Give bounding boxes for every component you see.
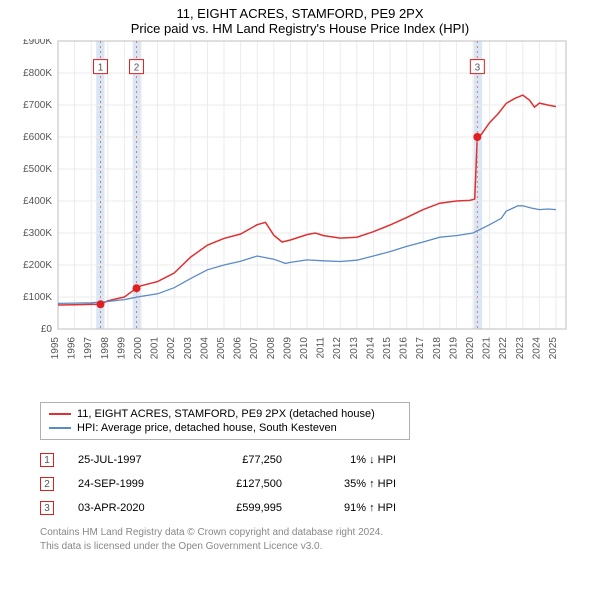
chart-svg: £0 £100K £200K £300K £400K £500K £600K £700K £80…: [10, 39, 570, 391]
svg-text:2019: 2019: [448, 337, 459, 360]
legend-swatch-icon: [49, 413, 71, 415]
tx-date: 25-JUL-1997: [78, 454, 178, 466]
table-row: 2 24-SEP-1999 £127,500 35% ↑ HPI: [40, 472, 590, 496]
tx-price: £599,995: [202, 502, 282, 514]
svg-text:£500K: £500K: [23, 164, 52, 175]
tx-date: 24-SEP-1999: [78, 478, 178, 490]
svg-text:2001: 2001: [150, 337, 161, 360]
table-row: 1 25-JUL-1997 £77,250 1% ↓ HPI: [40, 448, 590, 472]
svg-text:2024: 2024: [531, 337, 542, 360]
svg-text:1999: 1999: [116, 337, 127, 360]
tx-index-box: 3: [40, 501, 54, 515]
svg-text:£300K: £300K: [23, 228, 52, 239]
legend-item: HPI: Average price, detached house, Sout…: [49, 421, 401, 435]
svg-text:2015: 2015: [382, 337, 393, 360]
tx-hpi-delta: 1% ↓ HPI: [306, 454, 396, 466]
svg-text:2012: 2012: [332, 337, 343, 360]
legend-label: 11, EIGHT ACRES, STAMFORD, PE9 2PX (deta…: [77, 408, 375, 420]
svg-text:2: 2: [134, 63, 140, 74]
svg-text:2018: 2018: [432, 337, 443, 360]
svg-text:2003: 2003: [183, 337, 194, 360]
svg-text:£0: £0: [41, 324, 53, 335]
svg-text:3: 3: [475, 63, 481, 74]
legend-item: 11, EIGHT ACRES, STAMFORD, PE9 2PX (deta…: [49, 407, 401, 421]
tx-date: 03-APR-2020: [78, 502, 178, 514]
svg-text:1998: 1998: [100, 337, 111, 360]
tx-index-box: 1: [40, 453, 54, 467]
svg-text:£400K: £400K: [23, 196, 52, 207]
svg-text:2010: 2010: [299, 337, 310, 360]
credit-line: This data is licensed under the Open Gov…: [40, 540, 590, 554]
svg-text:2008: 2008: [266, 337, 277, 360]
legend-label: HPI: Average price, detached house, Sout…: [77, 422, 337, 434]
chart-subtitle: Price paid vs. HM Land Registry's House …: [10, 21, 590, 36]
svg-text:£800K: £800K: [23, 68, 52, 79]
credit-line: Contains HM Land Registry data © Crown c…: [40, 526, 590, 540]
tx-hpi-delta: 35% ↑ HPI: [306, 478, 396, 490]
svg-text:1995: 1995: [50, 337, 61, 360]
svg-text:1996: 1996: [67, 337, 78, 360]
svg-text:£600K: £600K: [23, 132, 52, 143]
tx-hpi-delta: 91% ↑ HPI: [306, 502, 396, 514]
svg-text:2013: 2013: [349, 337, 360, 360]
svg-text:2022: 2022: [498, 337, 509, 360]
tx-index: 1: [44, 455, 50, 466]
svg-text:1: 1: [98, 63, 104, 74]
svg-text:2011: 2011: [316, 337, 327, 359]
svg-text:2020: 2020: [465, 337, 476, 360]
svg-text:2017: 2017: [415, 337, 426, 360]
svg-text:£900K: £900K: [23, 39, 52, 47]
tx-price: £77,250: [202, 454, 282, 466]
legend-box: 11, EIGHT ACRES, STAMFORD, PE9 2PX (deta…: [40, 402, 410, 440]
table-row: 3 03-APR-2020 £599,995 91% ↑ HPI: [40, 496, 590, 520]
svg-text:2002: 2002: [166, 337, 177, 360]
svg-text:2000: 2000: [133, 337, 144, 360]
tx-price: £127,500: [202, 478, 282, 490]
address-title: 11, EIGHT ACRES, STAMFORD, PE9 2PX: [10, 6, 590, 21]
svg-text:2025: 2025: [548, 337, 559, 360]
figure-root: 11, EIGHT ACRES, STAMFORD, PE9 2PX Price…: [0, 0, 600, 561]
tx-index-box: 2: [40, 477, 54, 491]
svg-text:2006: 2006: [233, 337, 244, 360]
svg-text:2014: 2014: [365, 337, 376, 360]
svg-text:2007: 2007: [249, 337, 260, 360]
svg-text:2023: 2023: [515, 337, 526, 360]
svg-text:2005: 2005: [216, 337, 227, 360]
svg-text:1997: 1997: [83, 337, 94, 360]
legend-swatch-icon: [49, 427, 71, 429]
tx-index: 2: [44, 479, 50, 490]
transactions-table: 1 25-JUL-1997 £77,250 1% ↓ HPI 2 24-SEP-…: [40, 448, 590, 520]
credits-text: Contains HM Land Registry data © Crown c…: [40, 526, 590, 553]
svg-text:2004: 2004: [199, 337, 210, 360]
svg-text:£100K: £100K: [23, 292, 52, 303]
svg-text:2009: 2009: [282, 337, 293, 360]
svg-text:2016: 2016: [399, 337, 410, 360]
svg-text:2021: 2021: [482, 337, 493, 360]
tx-index: 3: [44, 503, 50, 514]
chart-area: £0 £100K £200K £300K £400K £500K £600K £700K £80…: [10, 39, 590, 396]
svg-text:£700K: £700K: [23, 100, 52, 111]
svg-text:£200K: £200K: [23, 260, 52, 271]
